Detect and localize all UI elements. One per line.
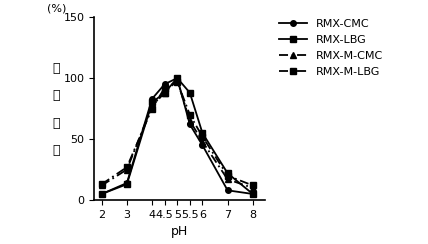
X-axis label: pH: pH (171, 225, 188, 238)
RMX-CMC (187, 123, 193, 126)
RMX-CMC (200, 144, 205, 147)
RMX-CMC (175, 77, 180, 80)
RMX-M-LBG (187, 113, 193, 116)
RMX-M-CMC (124, 168, 129, 171)
Line: RMX-M-LBG: RMX-M-LBG (99, 79, 256, 188)
RMX-LBG (250, 193, 256, 195)
RMX-LBG (175, 77, 180, 80)
RMX-LBG (200, 132, 205, 134)
RMX-CMC (149, 97, 155, 100)
Text: 相: 相 (53, 62, 60, 75)
RMX-CMC (124, 182, 129, 184)
RMX-M-CMC (200, 140, 205, 143)
RMX-M-LBG (99, 183, 104, 186)
RMX-LBG (162, 91, 167, 94)
RMX-CMC (99, 193, 104, 195)
RMX-M-LBG (149, 107, 155, 110)
RMX-M-LBG (124, 166, 129, 169)
RMX-M-CMC (99, 184, 104, 187)
RMX-M-CMC (162, 91, 167, 94)
RMX-LBG (225, 172, 230, 175)
RMX-CMC (162, 83, 167, 86)
Legend: RMX-CMC, RMX-LBG, RMX-M-CMC, RMX-M-LBG: RMX-CMC, RMX-LBG, RMX-M-CMC, RMX-M-LBG (279, 19, 383, 77)
Text: 活: 活 (53, 144, 60, 157)
Line: RMX-LBG: RMX-LBG (99, 75, 256, 197)
RMX-M-LBG (162, 86, 167, 89)
RMX-LBG (187, 91, 193, 94)
RMX-LBG (149, 101, 155, 104)
RMX-M-CMC (187, 119, 193, 122)
RMX-M-LBG (250, 184, 256, 187)
RMX-M-LBG (225, 174, 230, 177)
Text: 对: 对 (53, 89, 60, 102)
Line: RMX-M-CMC: RMX-M-CMC (99, 78, 256, 191)
RMX-M-CMC (175, 79, 180, 82)
RMX-M-LBG (200, 135, 205, 138)
RMX-M-CMC (250, 186, 256, 189)
RMX-CMC (250, 193, 256, 195)
Line: RMX-CMC: RMX-CMC (99, 75, 256, 197)
RMX-LBG (99, 193, 104, 195)
Text: (%): (%) (47, 3, 66, 13)
RMX-M-LBG (175, 80, 180, 83)
Text: 酶: 酶 (53, 117, 60, 130)
RMX-M-CMC (149, 105, 155, 108)
RMX-CMC (225, 189, 230, 192)
RMX-M-CMC (225, 178, 230, 181)
RMX-LBG (124, 183, 129, 186)
